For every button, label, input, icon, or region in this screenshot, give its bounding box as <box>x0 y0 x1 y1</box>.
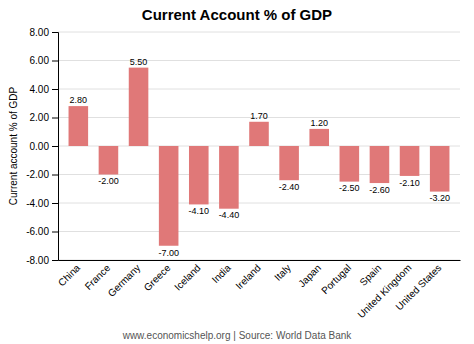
y-tick: -2.00 <box>26 169 58 180</box>
y-tick-mark <box>52 118 58 119</box>
y-tick-mark <box>52 260 58 261</box>
x-tick: Ireland <box>233 260 262 292</box>
y-tick: 2.00 <box>30 112 58 123</box>
y-tick-label: -8.00 <box>26 255 49 266</box>
y-tick-label: -2.00 <box>26 169 49 180</box>
x-tick: Spain <box>357 260 383 288</box>
y-tick: -8.00 <box>26 255 58 266</box>
y-tick: 8.00 <box>30 27 58 38</box>
grid-line <box>58 260 460 261</box>
x-tick: Greece <box>142 260 173 293</box>
x-tick-label: Ireland <box>233 262 262 291</box>
bars <box>69 68 450 246</box>
data-label: -7.00 <box>158 248 179 258</box>
y-tick-mark <box>52 146 58 147</box>
bar <box>99 146 119 175</box>
bar <box>340 146 360 182</box>
plot: -8.00 -6.00 -4.00 -2.00 0.00 2.00 4.00 6.00 8.00… <box>26 27 460 321</box>
x-tick: Italy <box>272 260 293 283</box>
y-axis-title: Current account % of GDP <box>8 86 19 205</box>
y-tick-label: 0.00 <box>30 141 50 152</box>
data-label: -2.60 <box>369 185 390 195</box>
x-tick: Germany <box>106 260 143 299</box>
bar <box>69 106 89 146</box>
data-label: -4.10 <box>189 206 210 216</box>
x-tick-label: Japan <box>296 262 323 289</box>
y-tick-label: -6.00 <box>26 226 49 237</box>
y-tick-mark <box>52 232 58 233</box>
bar <box>219 146 239 209</box>
y-tick-label: 2.00 <box>30 112 50 123</box>
grid-line <box>58 174 460 175</box>
y-tick-label: 6.00 <box>30 55 50 66</box>
x-tick: Japan <box>296 260 323 289</box>
x-tick-label: United States <box>393 262 443 312</box>
x-tick: Iceland <box>172 260 203 293</box>
bar <box>400 146 420 176</box>
bar <box>309 129 329 146</box>
y-tick: 6.00 <box>30 55 58 66</box>
data-label: 1.70 <box>250 111 268 121</box>
grid-line <box>58 32 460 33</box>
grid-line <box>58 231 460 232</box>
x-tick-label: Italy <box>272 262 293 283</box>
y-axis: -8.00 -6.00 -4.00 -2.00 0.00 2.00 4.00 6.00 8.00 <box>26 27 58 266</box>
data-label: -2.10 <box>399 178 420 188</box>
bar <box>370 146 390 183</box>
x-tick-label: United Kingdom <box>355 262 413 320</box>
y-tick-mark <box>52 175 58 176</box>
x-axis: ChinaFranceGermanyGreeceIceland IndiaIrel… <box>56 260 461 320</box>
y-tick: -4.00 <box>26 198 58 209</box>
x-tick: India <box>210 260 233 285</box>
y-tick-mark <box>52 203 58 204</box>
data-label: -2.40 <box>279 182 300 192</box>
data-label: 1.20 <box>310 118 328 128</box>
x-tick-label: Iceland <box>172 262 203 293</box>
x-tick-label: Portugal <box>319 262 353 296</box>
bar <box>249 122 269 146</box>
x-tick: Portugal <box>319 260 353 296</box>
y-tick-mark <box>52 89 58 90</box>
chart: -8.00 -6.00 -4.00 -2.00 0.00 2.00 4.00 6.00 8.00… <box>0 0 474 344</box>
x-tick: United States <box>393 260 443 312</box>
title: Current Account % of GDP <box>142 6 332 23</box>
x-tick: China <box>56 260 83 288</box>
data-label: 2.80 <box>70 95 88 105</box>
bar <box>159 146 179 246</box>
y-tick-mark <box>52 61 58 62</box>
x-tick: United Kingdom <box>355 260 413 320</box>
y-tick-label: 4.00 <box>30 84 50 95</box>
y-tick: -6.00 <box>26 226 58 237</box>
bar <box>129 68 149 146</box>
grid-line <box>58 60 460 61</box>
data-label: -2.50 <box>339 183 360 193</box>
data-labels: 2.80 -2.00 5.50 -7.00 -4.10 -4.40 1.70 -2.40 1.2… <box>70 57 450 258</box>
y-tick-label: -4.00 <box>26 198 49 209</box>
y-axis-line <box>52 33 59 261</box>
bar <box>279 146 299 180</box>
y-tick-label: 8.00 <box>30 27 50 38</box>
y-tick-mark <box>52 32 58 33</box>
bar <box>430 146 450 192</box>
footer: www.economicshelp.org | Source: World Da… <box>122 330 353 341</box>
data-label: -4.40 <box>219 210 240 220</box>
x-tick-label: Greece <box>142 262 173 293</box>
grid <box>58 32 460 260</box>
x-axis-line <box>59 260 461 261</box>
data-label: -2.00 <box>98 176 119 186</box>
y-tick: 4.00 <box>30 84 58 95</box>
x-tick-label: India <box>210 262 233 285</box>
y-tick: 0.00 <box>30 141 58 152</box>
bar <box>189 146 209 204</box>
x-tick: France <box>83 260 113 292</box>
x-tick-label: Germany <box>106 262 143 299</box>
x-tick-label: Spain <box>357 262 383 288</box>
grid-line <box>58 203 460 204</box>
data-label: -3.20 <box>429 193 450 203</box>
x-tick-label: China <box>56 262 83 289</box>
grid-line <box>58 89 460 90</box>
data-label: 5.50 <box>130 57 148 67</box>
